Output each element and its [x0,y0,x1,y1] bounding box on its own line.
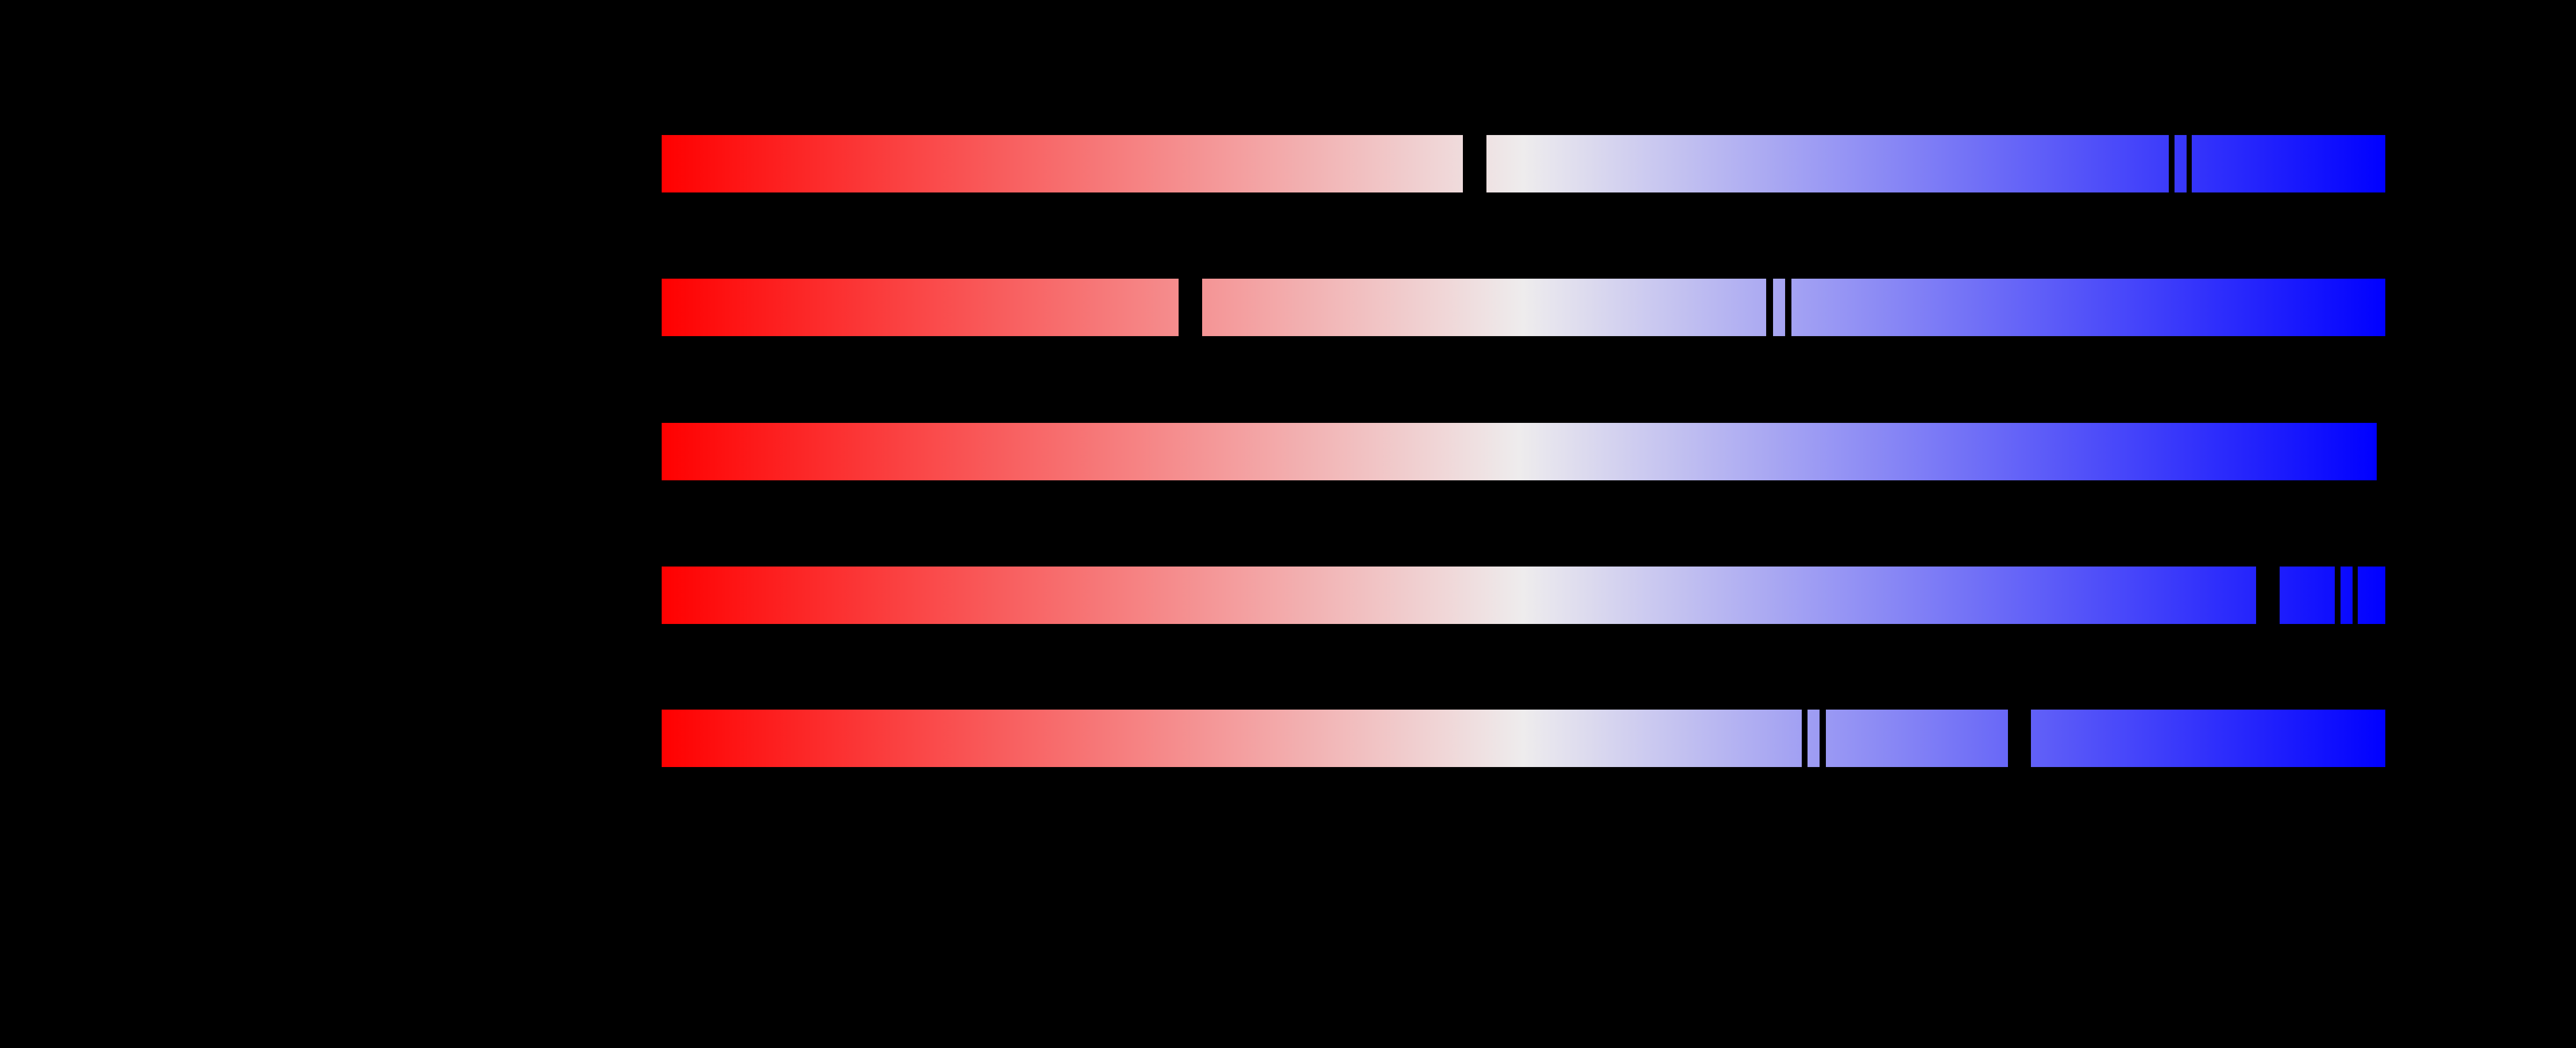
gradient-bar-strip-5 [662,710,2385,767]
bar-break-mark [2008,710,2031,767]
bar-break-mark [1463,135,1486,192]
bar-break-mark [2169,135,2175,192]
bar-break-mark [1179,279,1202,336]
bar-break-mark [2256,567,2280,624]
bar-break-mark [1766,279,1773,336]
gradient-bar-strip-2 [662,279,2385,336]
bar-break-mark [1785,279,1791,336]
bar-break-mark [2353,567,2358,624]
gradient-bar-strip-1 [662,135,2385,192]
bar-break-mark [2187,135,2192,192]
bar-break-mark [1820,710,1826,767]
gradient-bar-strip-4 [662,567,2385,624]
bar-break-mark [1802,710,1808,767]
bar-break-mark [2335,567,2341,624]
gradient-bar-strip-3 [662,423,2377,480]
